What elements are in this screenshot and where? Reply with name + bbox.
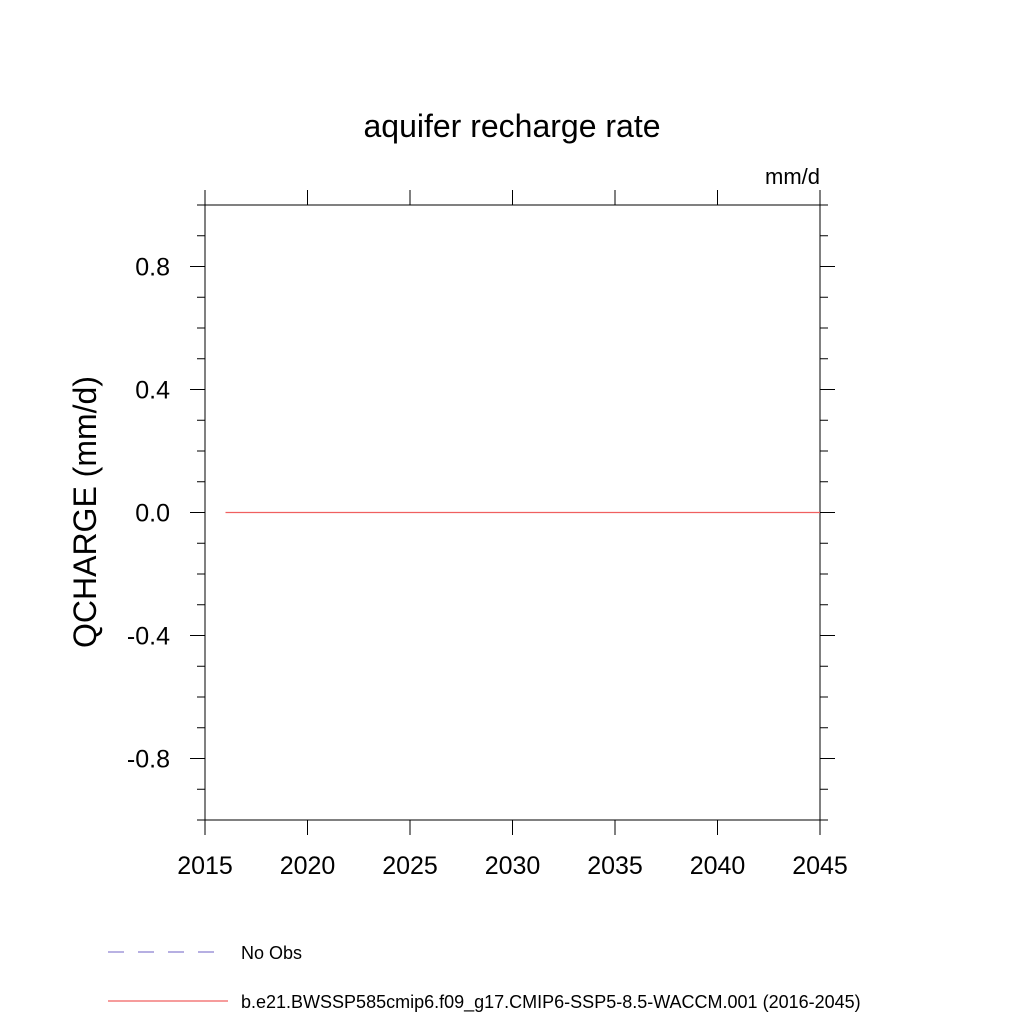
- y-tick-label: -0.4: [127, 623, 170, 651]
- legend-label-1: b.e21.BWSSP585cmip6.f09_g17.CMIP6-SSP5-8…: [241, 992, 861, 1013]
- y-tick-label: 0.8: [135, 254, 170, 282]
- x-tick-label: 2045: [792, 852, 848, 880]
- y-tick-label: 0.4: [135, 377, 170, 405]
- legend-label-0: No Obs: [241, 943, 302, 963]
- x-tick-label: 2025: [382, 852, 438, 880]
- units-label: mm/d: [765, 164, 820, 189]
- x-tick-label: 2015: [177, 852, 233, 880]
- plot-area: -0.8 -0.4 0.0 0.4 0.8 2015 2020 2025 2030 2035 204…: [127, 190, 848, 880]
- chart-title: aquifer recharge rate: [363, 108, 660, 144]
- y-axis-label: QCHARGE (mm/d): [67, 376, 103, 648]
- x-tick-label: 2040: [690, 852, 746, 880]
- x-tick-label: 2020: [280, 852, 336, 880]
- y-tick-label: -0.8: [127, 746, 170, 774]
- x-tick-label: 2035: [587, 852, 643, 880]
- y-tick-label: 0.0: [135, 500, 170, 528]
- legend: No Obs b.e21.BWSSP585cmip6.f09_g17.CMIP6-…: [108, 943, 861, 1013]
- x-tick-label: 2030: [485, 852, 541, 880]
